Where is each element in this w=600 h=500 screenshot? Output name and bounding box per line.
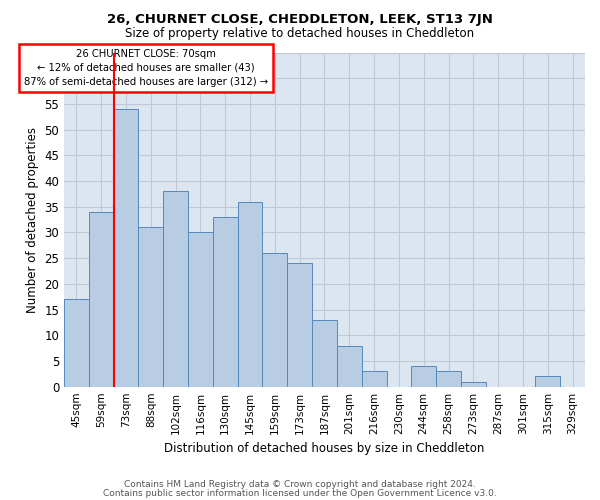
Bar <box>64 300 89 386</box>
Bar <box>337 346 362 387</box>
Bar <box>113 109 139 386</box>
Y-axis label: Number of detached properties: Number of detached properties <box>26 126 38 312</box>
Text: Size of property relative to detached houses in Cheddleton: Size of property relative to detached ho… <box>125 28 475 40</box>
Bar <box>287 264 312 386</box>
Bar <box>163 192 188 386</box>
Text: 26, CHURNET CLOSE, CHEDDLETON, LEEK, ST13 7JN: 26, CHURNET CLOSE, CHEDDLETON, LEEK, ST1… <box>107 12 493 26</box>
X-axis label: Distribution of detached houses by size in Cheddleton: Distribution of detached houses by size … <box>164 442 485 455</box>
Bar <box>535 376 560 386</box>
Bar <box>139 228 163 386</box>
Bar <box>312 320 337 386</box>
Text: 26 CHURNET CLOSE: 70sqm
← 12% of detached houses are smaller (43)
87% of semi-de: 26 CHURNET CLOSE: 70sqm ← 12% of detache… <box>24 49 268 87</box>
Bar <box>89 212 113 386</box>
Bar <box>436 372 461 386</box>
Bar <box>362 372 386 386</box>
Bar <box>461 382 486 386</box>
Text: Contains HM Land Registry data © Crown copyright and database right 2024.: Contains HM Land Registry data © Crown c… <box>124 480 476 489</box>
Bar <box>238 202 262 386</box>
Text: Contains public sector information licensed under the Open Government Licence v3: Contains public sector information licen… <box>103 489 497 498</box>
Bar <box>262 253 287 386</box>
Bar <box>213 217 238 386</box>
Bar <box>412 366 436 386</box>
Bar <box>188 232 213 386</box>
